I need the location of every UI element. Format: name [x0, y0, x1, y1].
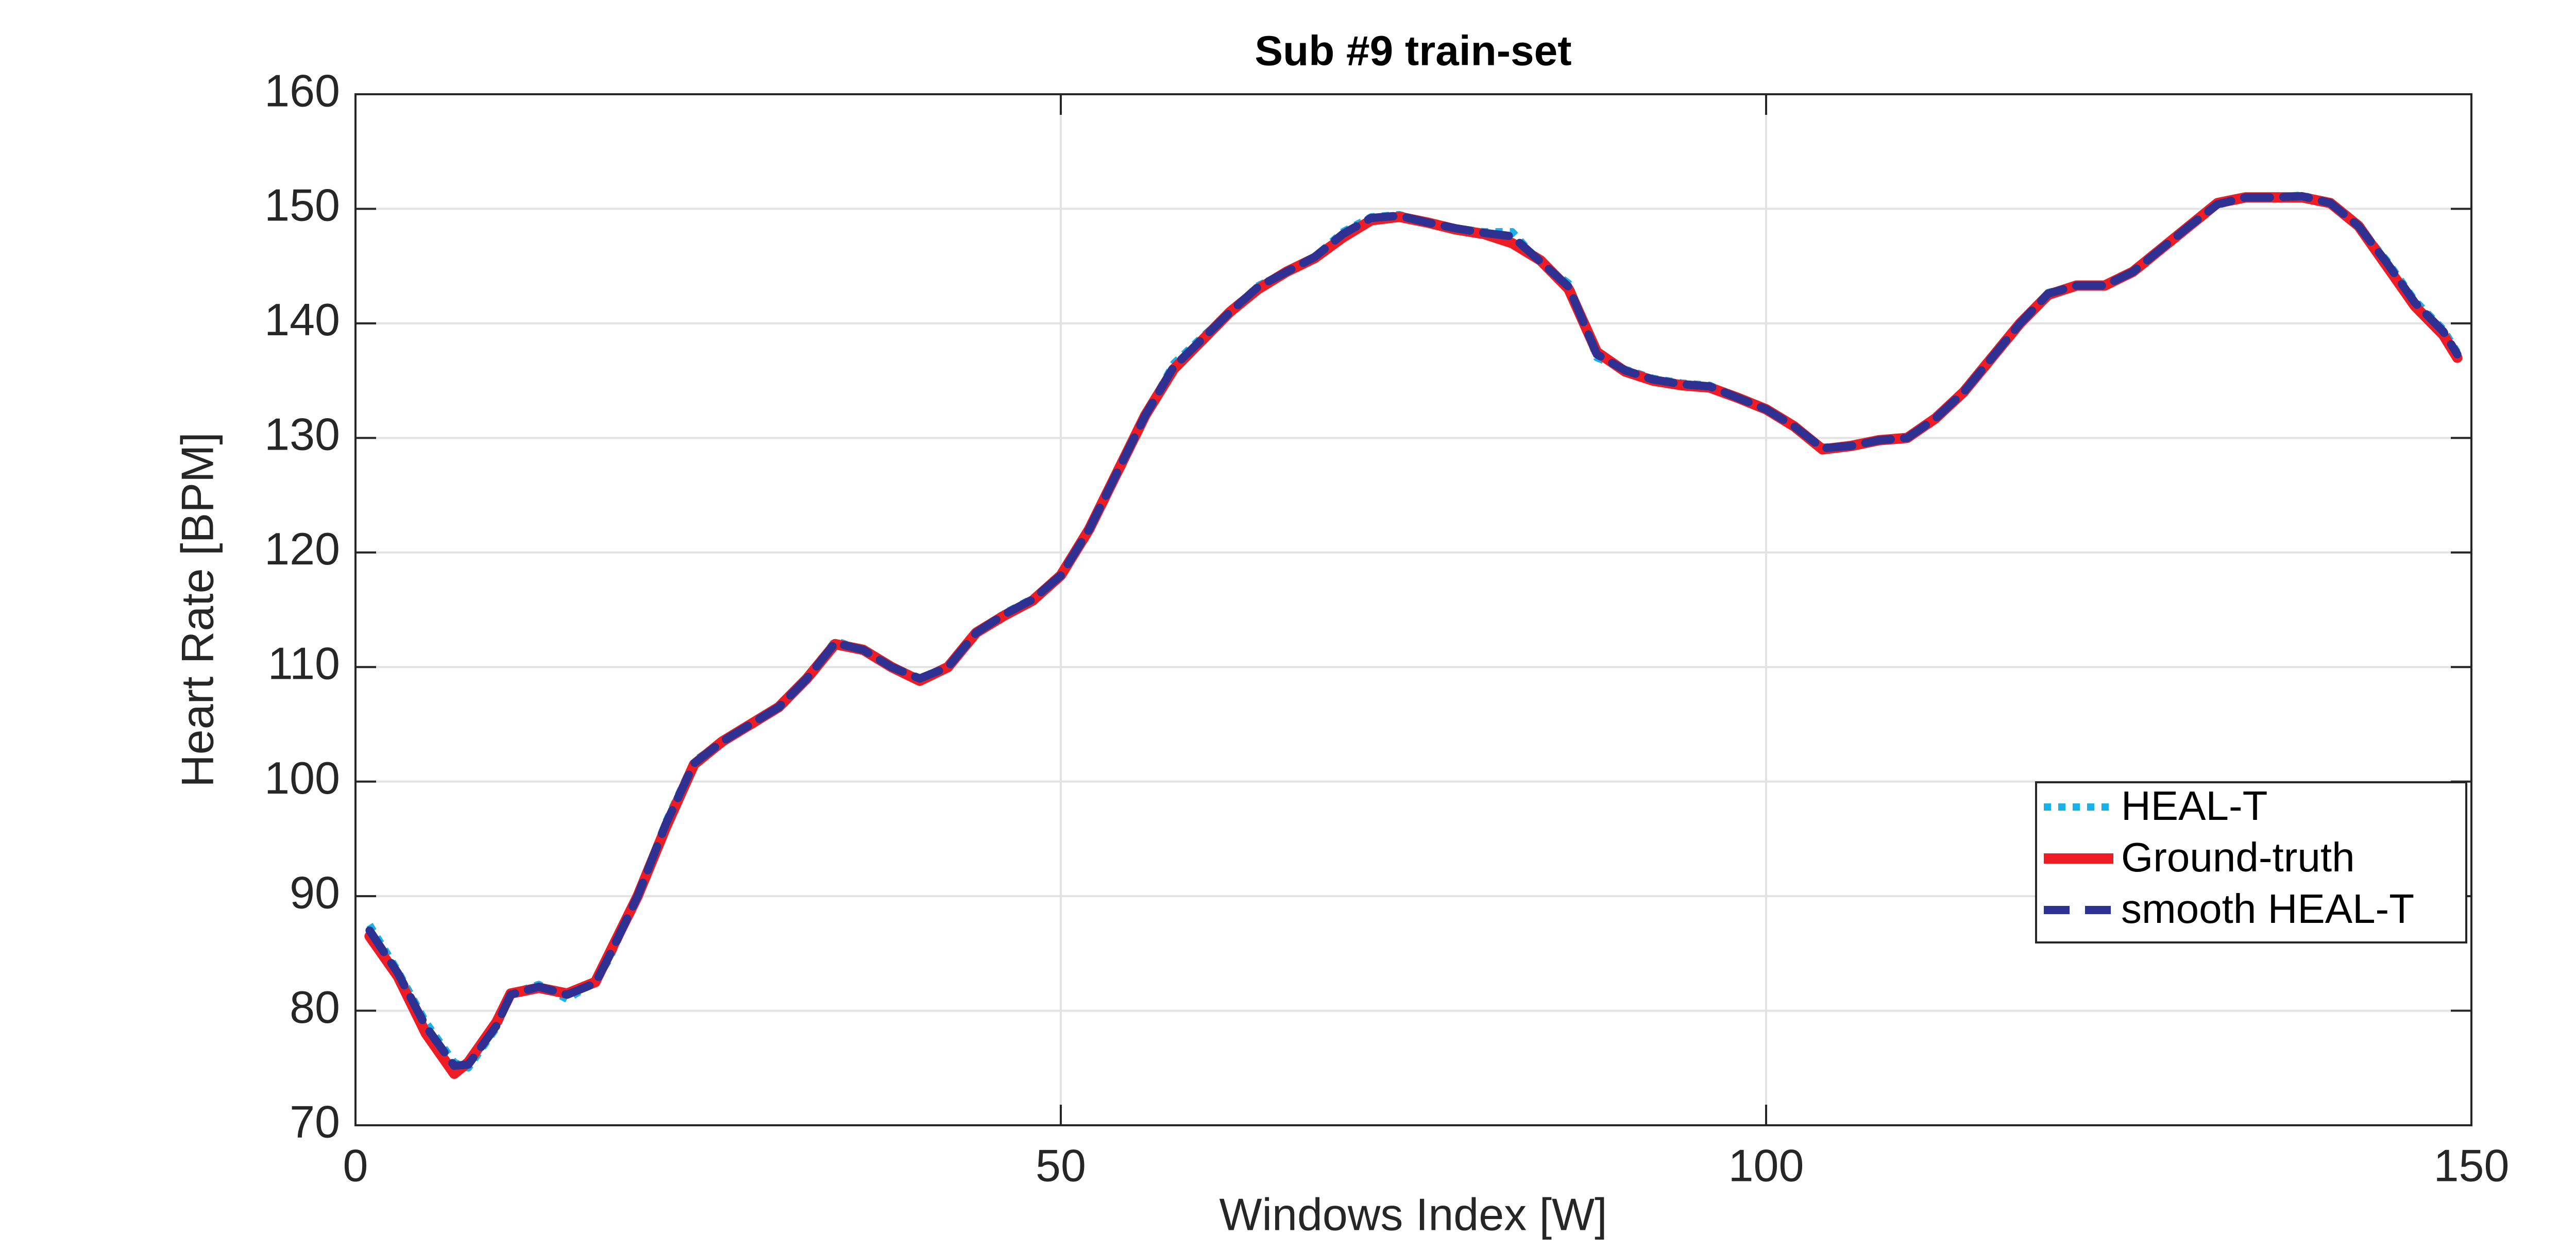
y-tick-label: 150 [264, 180, 340, 231]
x-tick-label: 150 [2434, 1140, 2510, 1191]
x-tick-label: 50 [1036, 1140, 1086, 1191]
series-line [365, 192, 2462, 1070]
x-tick-label: 100 [1728, 1140, 1804, 1191]
chart-title: Sub #9 train-set [1255, 28, 1571, 75]
axes-box [354, 93, 2472, 1126]
legend-label: smooth HEAL-T [2121, 886, 2414, 932]
y-tick-label: 130 [264, 409, 340, 460]
legend-label: Ground-truth [2121, 834, 2355, 880]
y-tick-label: 70 [290, 1096, 340, 1147]
legend: HEAL-T Ground-truth smooth HEAL-T [2035, 781, 2467, 943]
y-tick-label: 120 [264, 523, 340, 574]
x-tick-label: 0 [343, 1140, 368, 1191]
y-axis-label: Heart Rate [BPM] [172, 432, 223, 787]
legend-label: HEAL-T [2121, 783, 2268, 829]
y-tick-label: 90 [290, 867, 340, 918]
y-tick-label: 110 [268, 638, 340, 689]
y-tick-label: 140 [264, 294, 340, 345]
y-tick-label: 100 [264, 752, 340, 803]
x-axis-label: Windows Index [W] [1219, 1189, 1607, 1240]
y-tick-label: 160 [264, 65, 340, 116]
y-tick-label: 80 [290, 982, 340, 1033]
